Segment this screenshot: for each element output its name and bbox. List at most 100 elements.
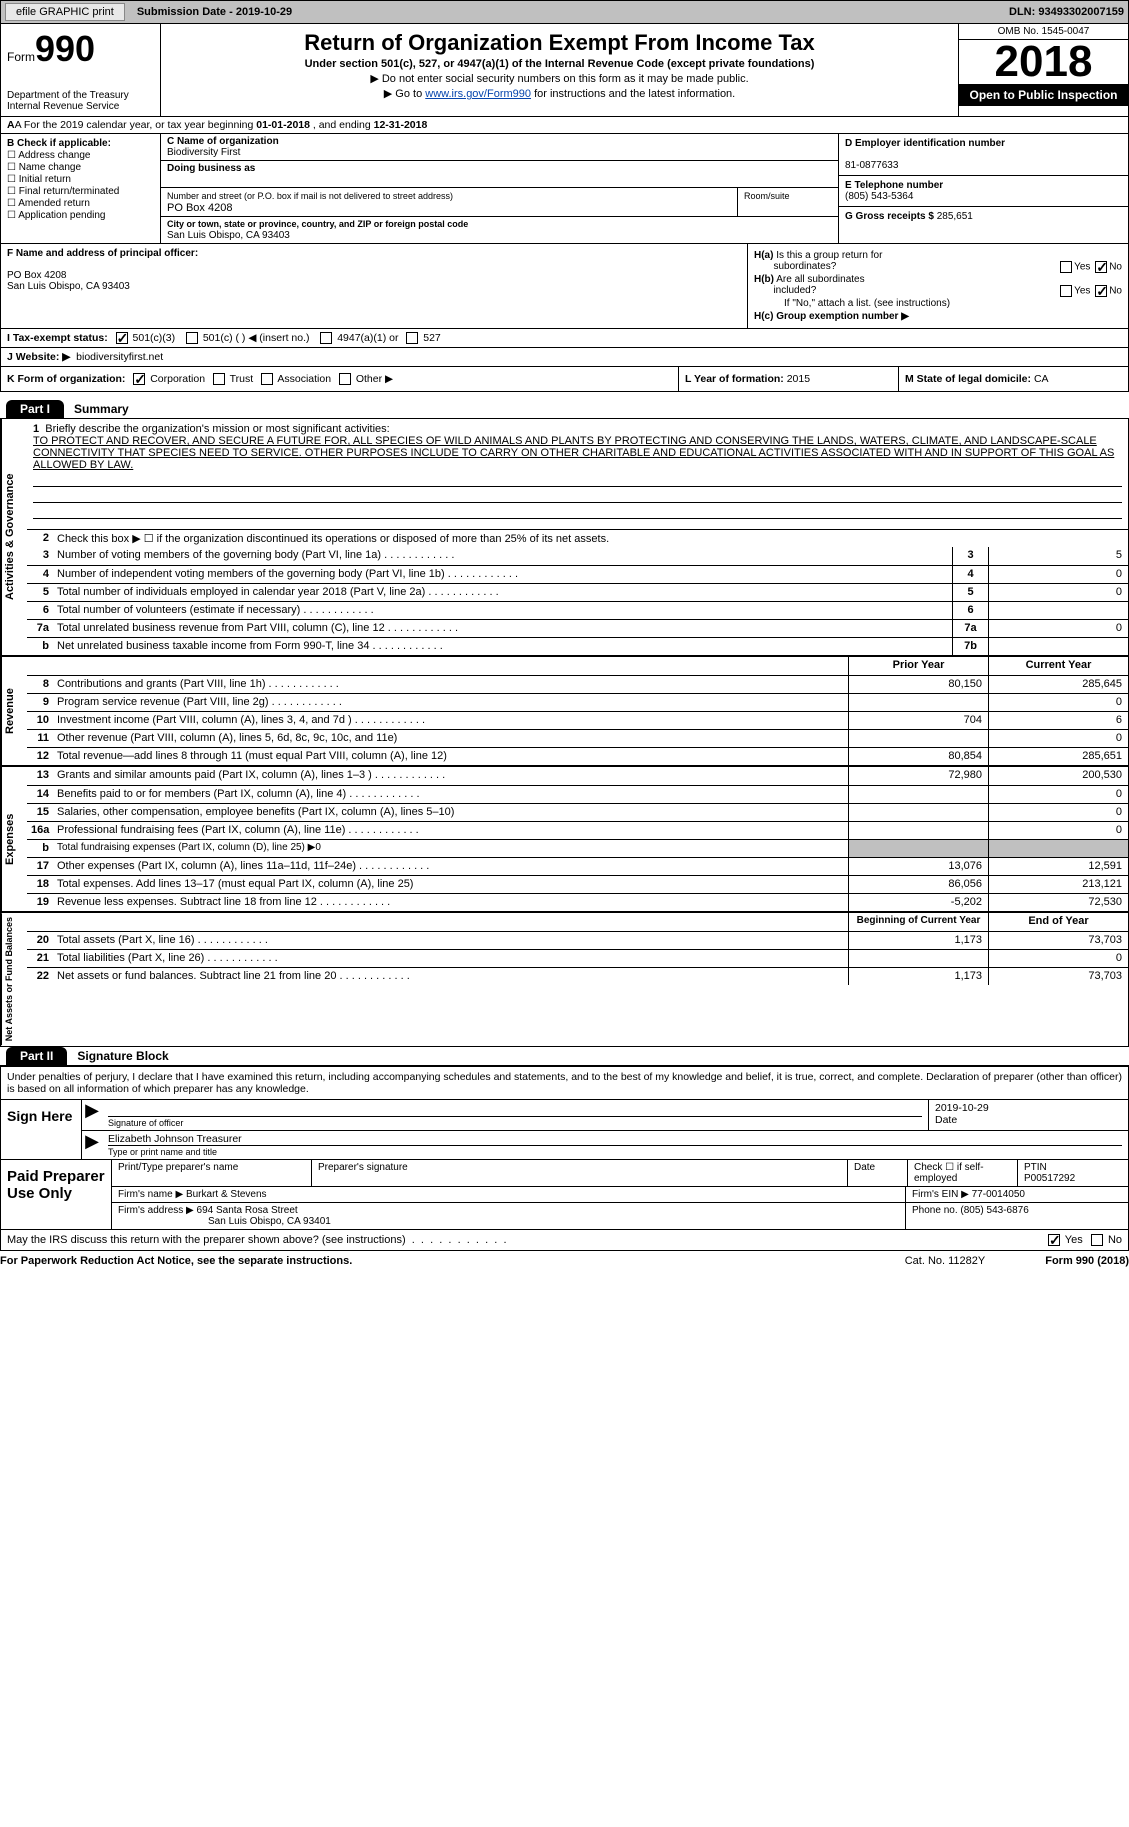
b-label: B Check if applicable: <box>7 138 154 149</box>
gross: 285,651 <box>937 211 973 222</box>
hd-prior: Prior Year <box>848 657 988 675</box>
section-b: B Check if applicable: ☐ Address change … <box>1 134 161 243</box>
line20-p: 1,173 <box>848 932 988 949</box>
line3: Number of voting members of the governin… <box>53 547 952 565</box>
part2-title: Signature Block <box>67 1047 178 1065</box>
phone-lbl: Phone no. <box>912 1205 958 1216</box>
self-lbl: Check ☐ if self-employed <box>914 1162 984 1184</box>
tel-lbl: E Telephone number <box>845 180 943 191</box>
footer: For Paperwork Reduction Act Notice, see … <box>0 1251 1129 1271</box>
side-expenses: Expenses <box>1 767 27 911</box>
line22-c: 73,703 <box>988 968 1128 985</box>
org-name: Biodiversity First <box>167 147 240 158</box>
firm-ein-lbl: Firm's EIN ▶ <box>912 1189 969 1200</box>
line9: Program service revenue (Part VIII, line… <box>53 694 848 711</box>
line16a-p <box>848 822 988 839</box>
k-lbl: K Form of organization: <box>7 373 125 385</box>
chk-pending[interactable]: ☐ Application pending <box>7 210 154 221</box>
line17-c: 12,591 <box>988 858 1128 875</box>
line9-p <box>848 694 988 711</box>
chk-initial[interactable]: ☐ Initial return <box>7 174 154 185</box>
hc-lbl: H(c) Group exemption number ▶ <box>754 311 909 322</box>
k-trust[interactable] <box>213 373 225 385</box>
mission-text: TO PROTECT AND RECOVER, AND SECURE A FUT… <box>33 435 1114 471</box>
footer-left: For Paperwork Reduction Act Notice, see … <box>0 1255 352 1267</box>
line9-c: 0 <box>988 694 1128 711</box>
c-addr-lbl: Number and street (or P.O. box if mail i… <box>167 191 453 201</box>
open-inspection: Open to Public Inspection <box>959 84 1128 106</box>
dln: DLN: 93493302007159 <box>1009 6 1124 18</box>
k-other[interactable] <box>339 373 351 385</box>
line11-c: 0 <box>988 730 1128 747</box>
paid-preparer-label: Paid Preparer Use Only <box>1 1160 111 1229</box>
firm-ein: 77-0014050 <box>972 1189 1025 1200</box>
hd-beg: Beginning of Current Year <box>848 913 988 931</box>
k-assoc[interactable] <box>261 373 273 385</box>
line7a: Total unrelated business revenue from Pa… <box>53 620 952 637</box>
sig-officer-lbl: Signature of officer <box>108 1116 922 1128</box>
firm-name-lbl: Firm's name ▶ <box>118 1189 183 1200</box>
efile-button[interactable]: efile GRAPHIC print <box>5 3 125 21</box>
line13-p: 72,980 <box>848 767 988 785</box>
line18-c: 213,121 <box>988 876 1128 893</box>
note-ssn: ▶ Do not enter social security numbers o… <box>165 72 954 85</box>
part1-box: Activities & Governance 1 Briefly descri… <box>0 418 1129 1046</box>
tax-year: 2018 <box>959 40 1128 84</box>
pt-sig-lbl: Preparer's signature <box>318 1162 408 1173</box>
chk-final[interactable]: ☐ Final return/terminated <box>7 186 154 197</box>
note-link-post: for instructions and the latest informat… <box>531 88 735 100</box>
penalty-text: Under penalties of perjury, I declare th… <box>1 1067 1128 1099</box>
tel: (805) 543-5364 <box>845 191 913 202</box>
discuss-yes[interactable] <box>1048 1234 1060 1246</box>
ha-yes[interactable] <box>1060 261 1072 273</box>
chk-name[interactable]: ☐ Name change <box>7 162 154 173</box>
officer-name-lbl: Type or print name and title <box>108 1145 1122 1157</box>
mission-lbl: Briefly describe the organization's miss… <box>45 423 389 435</box>
side-net: Net Assets or Fund Balances <box>1 913 27 1045</box>
firm-addr2: San Luis Obispo, CA 93401 <box>118 1216 331 1227</box>
submission-date: Submission Date - 2019-10-29 <box>137 6 292 18</box>
line10-c: 6 <box>988 712 1128 729</box>
line16a-c: 0 <box>988 822 1128 839</box>
line7b-val <box>988 638 1128 655</box>
i-4947[interactable] <box>320 332 332 344</box>
ein: 81-0877633 <box>845 160 898 171</box>
sig-date: 2019-10-29 <box>935 1102 989 1114</box>
i-501c[interactable] <box>186 332 198 344</box>
form-number: 990 <box>35 28 95 69</box>
chk-address[interactable]: ☐ Address change <box>7 150 154 161</box>
l-lbl: L Year of formation: <box>685 373 784 385</box>
part2-header: Part II <box>6 1047 67 1065</box>
c-room-lbl: Room/suite <box>744 191 790 201</box>
firm-name: Burkart & Stevens <box>186 1189 267 1200</box>
i-527[interactable] <box>406 332 418 344</box>
line16a: Professional fundraising fees (Part IX, … <box>53 822 848 839</box>
ha-no[interactable] <box>1095 261 1107 273</box>
irs-link[interactable]: www.irs.gov/Form990 <box>425 88 531 100</box>
line15-p <box>848 804 988 821</box>
k-corp[interactable] <box>133 373 145 385</box>
i-lbl: I Tax-exempt status: <box>7 332 108 344</box>
hb-no[interactable] <box>1095 285 1107 297</box>
line5-val: 0 <box>988 584 1128 601</box>
a-end: 12-31-2018 <box>374 119 428 131</box>
line2: Check this box ▶ ☐ if the organization d… <box>53 530 1128 547</box>
line16b-p <box>848 840 988 857</box>
hb-yes[interactable] <box>1060 285 1072 297</box>
line13-c: 200,530 <box>988 767 1128 785</box>
website: biodiversityfirst.net <box>76 351 163 363</box>
pt-date-lbl: Date <box>854 1162 875 1173</box>
main-info: B Check if applicable: ☐ Address change … <box>0 134 1129 244</box>
chk-amended[interactable]: ☐ Amended return <box>7 198 154 209</box>
line20: Total assets (Part X, line 16) <box>53 932 848 949</box>
c-city-lbl: City or town, state or province, country… <box>167 219 468 229</box>
a-mid: , and ending <box>310 119 374 131</box>
line21: Total liabilities (Part X, line 26) <box>53 950 848 967</box>
i-501c3[interactable] <box>116 332 128 344</box>
firm-phone: (805) 543-6876 <box>960 1205 1028 1216</box>
line8-p: 80,150 <box>848 676 988 693</box>
discuss-no[interactable] <box>1091 1234 1103 1246</box>
arrow-icon: ▶ <box>82 1100 102 1130</box>
c-dba-lbl: Doing business as <box>167 163 255 174</box>
line16b: Total fundraising expenses (Part IX, col… <box>53 840 848 857</box>
